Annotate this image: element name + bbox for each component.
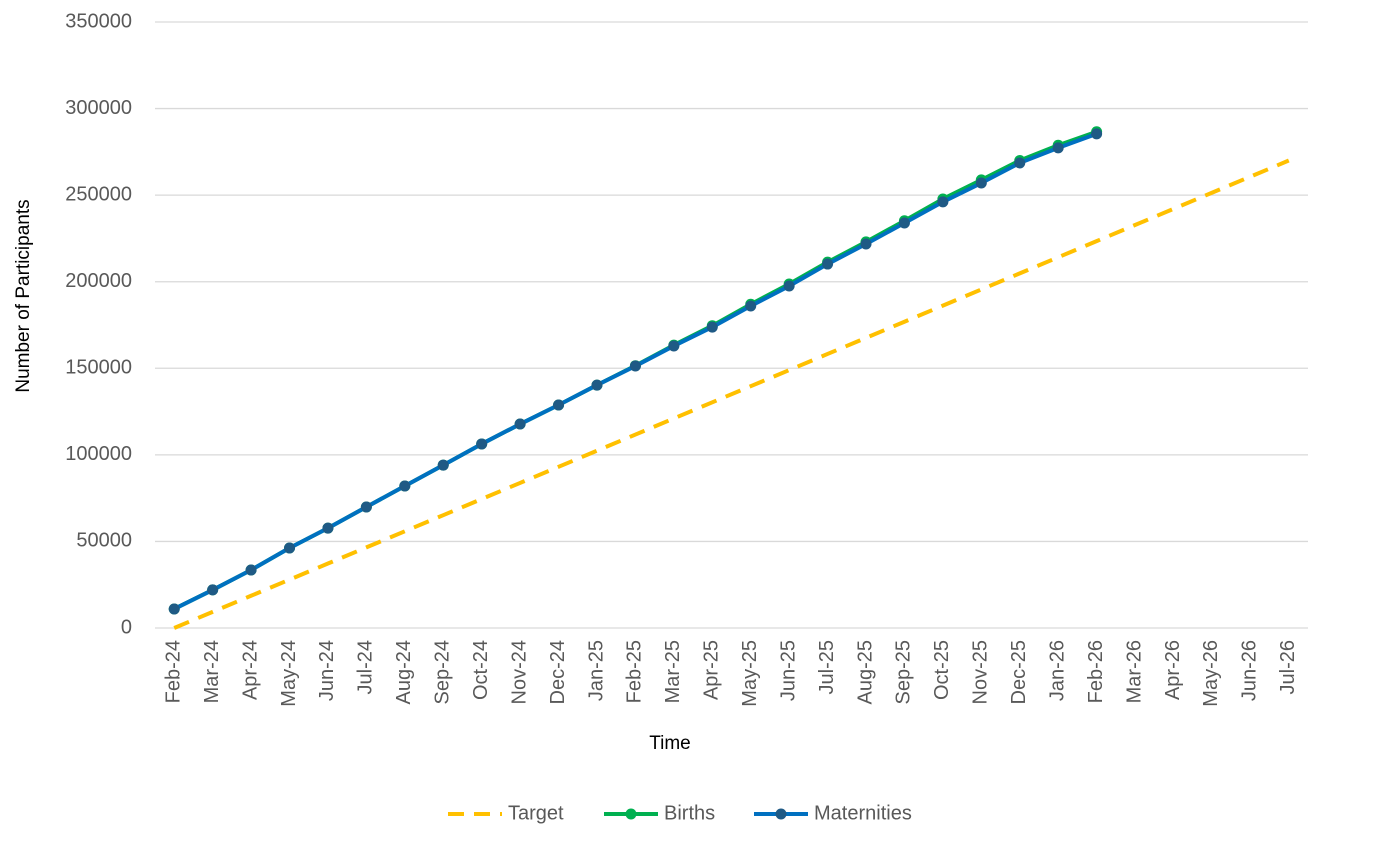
x-tick-label: Feb-26 — [1085, 640, 1107, 703]
marker — [437, 459, 449, 471]
marker — [360, 501, 372, 513]
marker — [1052, 142, 1064, 154]
legend-label: Maternities — [814, 802, 912, 824]
legend-label: Births — [664, 802, 715, 824]
x-tick-label: Jul-24 — [355, 640, 377, 694]
legend-label: Target — [508, 802, 564, 824]
marker — [860, 238, 872, 250]
marker — [207, 584, 219, 596]
x-tick-label: Aug-24 — [393, 640, 415, 705]
y-tick-label: 100000 — [65, 443, 132, 465]
x-tick-label: Jun-26 — [1239, 640, 1261, 701]
y-axis-title: Number of Participants — [13, 199, 34, 392]
marker — [668, 340, 680, 352]
x-tick-label: Oct-24 — [470, 640, 492, 700]
marker — [245, 564, 257, 576]
legend-marker — [775, 808, 787, 820]
x-tick-label: Dec-25 — [1008, 640, 1030, 704]
x-tick-label: Feb-24 — [162, 640, 184, 703]
x-tick-label: Sep-24 — [432, 640, 454, 705]
marker — [553, 399, 565, 411]
y-tick-label: 150000 — [65, 357, 132, 379]
marker — [399, 480, 411, 492]
x-tick-label: Mar-24 — [201, 640, 223, 703]
marker — [322, 522, 334, 534]
marker — [898, 217, 910, 229]
y-tick-label: 300000 — [65, 97, 132, 119]
marker — [514, 418, 526, 430]
x-tick-label: Jul-25 — [816, 640, 838, 694]
x-tick-label: Nov-24 — [508, 640, 530, 704]
y-tick-label: 200000 — [65, 270, 132, 292]
marker — [476, 438, 488, 450]
x-tick-label: Jun-24 — [316, 640, 338, 701]
x-tick-label: Aug-25 — [854, 640, 876, 705]
x-tick-label: May-25 — [739, 640, 761, 707]
x-tick-label: Apr-26 — [1162, 640, 1184, 700]
x-tick-label: Mar-25 — [662, 640, 684, 703]
x-tick-label: Jun-25 — [777, 640, 799, 701]
x-tick-label: Jan-26 — [1046, 640, 1068, 701]
x-tick-label: Oct-25 — [931, 640, 953, 700]
x-tick-label: Sep-25 — [893, 640, 915, 705]
marker — [822, 258, 834, 270]
x-axis-title: Time — [649, 733, 691, 754]
y-tick-label: 0 — [121, 616, 132, 638]
x-tick-label: Feb-25 — [624, 640, 646, 703]
marker — [937, 196, 949, 208]
marker — [1014, 157, 1026, 169]
x-tick-label: May-26 — [1200, 640, 1222, 707]
line-target — [173, 158, 1290, 630]
marker — [975, 177, 987, 189]
y-tick-label: 350000 — [65, 10, 132, 32]
x-tick-label: Jan-25 — [585, 640, 607, 701]
legend-marker — [625, 808, 637, 820]
x-tick-label: Nov-25 — [970, 640, 992, 704]
marker — [284, 542, 296, 554]
marker — [591, 379, 603, 391]
marker — [706, 321, 718, 333]
x-tick-label: May-24 — [278, 640, 300, 707]
x-tick-label: Dec-24 — [547, 640, 569, 704]
y-tick-label: 250000 — [65, 183, 132, 205]
x-tick-label: Mar-26 — [1123, 640, 1145, 703]
marker — [168, 603, 180, 615]
y-tick-label: 50000 — [76, 530, 132, 552]
marker — [1091, 128, 1103, 140]
marker — [629, 360, 641, 372]
x-tick-label: Apr-24 — [239, 640, 261, 700]
x-tick-label: Apr-25 — [701, 640, 723, 700]
x-tick-label: Jul-26 — [1277, 640, 1299, 694]
marker — [745, 300, 757, 312]
marker — [783, 280, 795, 292]
